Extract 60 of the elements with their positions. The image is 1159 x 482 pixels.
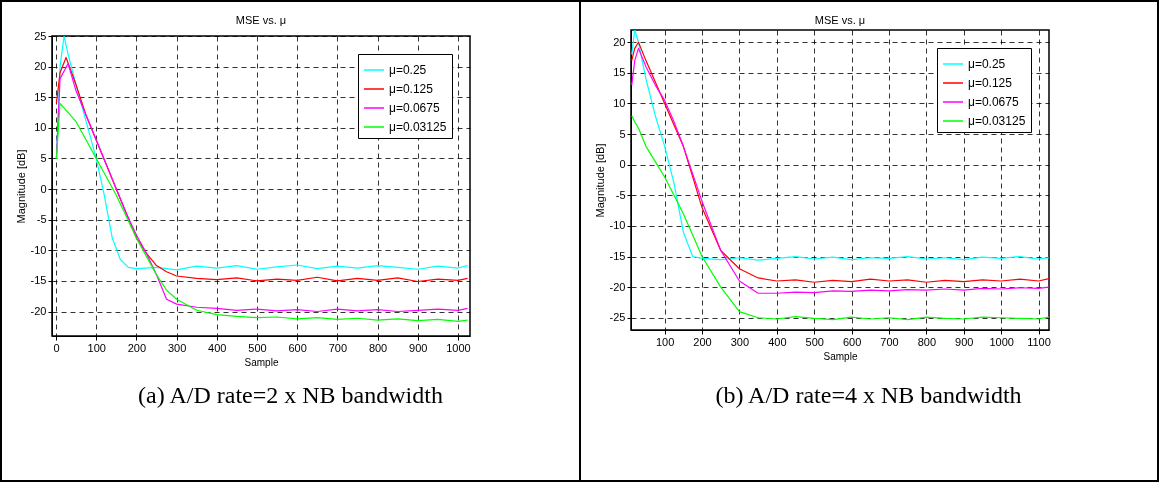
x-tick-label: 800 (917, 335, 937, 348)
x-tick-label: 700 (328, 341, 348, 354)
legend-label: μ=0.25 (389, 63, 427, 77)
x-axis-title: Sample (244, 356, 279, 368)
y-tick-label: 20 (613, 35, 626, 48)
y-tick-label: 10 (34, 121, 47, 134)
chart-title: MSE vs. μ (814, 14, 866, 26)
y-tick-label: -10 (30, 243, 47, 256)
x-tick-label: 300 (730, 335, 750, 348)
y-tick-label: -5 (615, 188, 626, 201)
legend-label: μ=0.03125 (968, 114, 1026, 128)
x-tick-label: 900 (409, 341, 428, 354)
y-tick-label: -25 (609, 311, 626, 324)
x-tick-label: 600 (842, 335, 862, 348)
y-tick-label: 25 (34, 29, 47, 42)
x-tick-label: 800 (368, 341, 388, 354)
x-axis-title: Sample (823, 350, 858, 362)
x-tick-label: 700 (880, 335, 899, 348)
x-tick-label: 200 (693, 335, 712, 348)
y-tick-label: 15 (613, 66, 626, 79)
y-tick-label: -5 (36, 213, 47, 226)
x-tick-label: 1100 (1027, 335, 1051, 348)
y-axis-title: Magnitude [dB] (593, 143, 606, 218)
x-tick-label: 100 (655, 335, 675, 348)
x-tick-label: 1000 (989, 335, 1014, 348)
y-tick-label: -15 (30, 274, 47, 287)
legend-label: μ=0.125 (389, 82, 434, 96)
y-tick-label: 5 (619, 127, 626, 140)
x-tick-label: 200 (127, 341, 147, 354)
x-tick-label: 400 (768, 335, 787, 348)
y-tick-label: 20 (34, 60, 47, 73)
y-tick-label: -15 (609, 250, 626, 263)
x-tick-label: 500 (805, 335, 824, 348)
x-tick-label: 900 (955, 335, 974, 348)
line-series (631, 115, 1049, 321)
y-tick-label: 0 (40, 182, 47, 195)
x-tick-label: 100 (87, 341, 106, 354)
text: (b) A/D rate=4 x NB bandwidth (714, 382, 1023, 409)
y-tick-label: 15 (34, 90, 47, 103)
y-tick-label: 5 (40, 151, 47, 164)
line-series (55, 102, 469, 322)
y-tick-label: -20 (609, 280, 626, 293)
y-tick-label: -20 (30, 305, 47, 318)
x-tick-label: 0 (53, 341, 60, 354)
legend-label: μ=0.03125 (389, 120, 447, 134)
text: (a) A/D rate=2 x NB bandwidth (137, 382, 444, 409)
legend-label: μ=0.0675 (389, 101, 440, 115)
y-tick-label: 0 (619, 158, 626, 171)
x-tick-label: 400 (208, 341, 227, 354)
x-tick-label: 1000 (446, 341, 471, 354)
y-tick-label: 10 (613, 96, 626, 109)
legend-label: μ=0.125 (968, 76, 1013, 90)
y-axis-title: Magnitude [dB] (14, 149, 27, 224)
y-tick-label: -10 (609, 219, 626, 232)
x-tick-label: 600 (288, 341, 307, 354)
x-tick-label: 500 (248, 341, 267, 354)
legend-label: μ=0.0675 (968, 95, 1019, 109)
legend-label: μ=0.25 (968, 57, 1006, 71)
x-tick-label: 300 (167, 341, 187, 354)
chart-title: MSE vs. μ (235, 14, 287, 26)
